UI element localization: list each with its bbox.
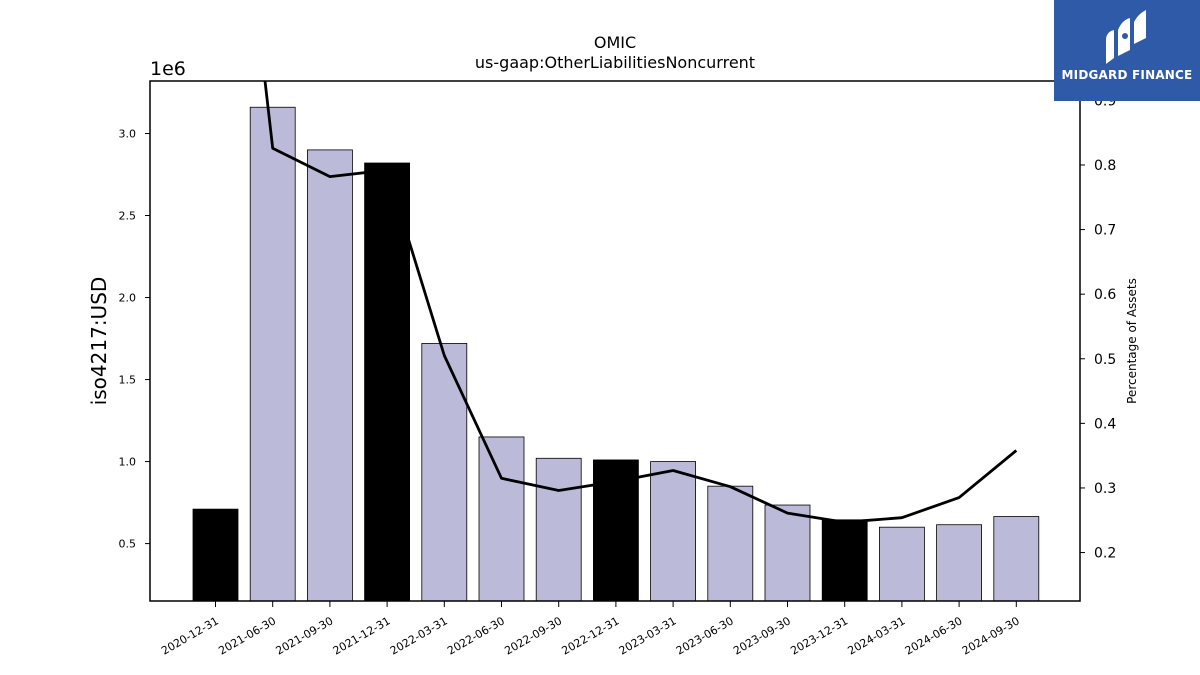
chart-title: OMIC: [594, 33, 636, 52]
chart-subtitle: us-gaap:OtherLiabilitiesNoncurrent: [475, 53, 755, 72]
y2-tick-label: 0.4: [1094, 416, 1116, 432]
bar-2022-09-30: [535, 457, 582, 602]
bar-2024-09-30: [993, 516, 1040, 602]
y-tick-label: 1.0: [119, 456, 137, 469]
bar-2023-12-31: [821, 519, 868, 602]
y2-tick-label: 0.5: [1094, 352, 1116, 368]
percentage-line: [263, 81, 1018, 524]
x-tick-label: 2022-06-30: [445, 614, 507, 657]
bar-series: [192, 106, 1040, 602]
bar-2022-06-30: [478, 436, 525, 602]
y2-tick-label: 0.6: [1094, 287, 1116, 303]
y-tick-label: 1.5: [119, 374, 137, 387]
y2-axis-label: Percentage of Assets: [1125, 278, 1139, 404]
y2-tick-label: 0.8: [1094, 158, 1116, 174]
x-tick-label: 2021-12-31: [331, 614, 393, 657]
bar-2021-06-30: [249, 106, 296, 602]
bar-2022-03-31: [421, 343, 468, 602]
x-axis-ticks: 2020-12-312021-06-302021-09-302021-12-31…: [159, 601, 1022, 658]
x-tick-label: 2023-12-31: [788, 614, 850, 657]
y-offset-label: 1e6: [150, 58, 186, 80]
bar-2021-12-31: [364, 162, 411, 602]
x-tick-label: 2023-03-31: [617, 614, 679, 657]
bar-2020-12-31: [192, 508, 239, 602]
x-tick-label: 2021-09-30: [274, 614, 336, 657]
bar-2024-06-30: [936, 524, 982, 602]
y2-tick-label: 0.2: [1094, 546, 1116, 562]
bar-2023-09-30: [764, 504, 811, 602]
brand-logo: MIDGARD FINANCE: [1054, 0, 1200, 101]
bar-2023-06-30: [707, 485, 754, 602]
x-tick-label: 2024-06-30: [903, 614, 965, 657]
x-tick-label: 2022-03-31: [388, 614, 450, 657]
x-tick-label: 2023-06-30: [674, 614, 736, 657]
y2-axis-ticks: 0.20.30.40.50.60.70.80.9: [1080, 93, 1116, 562]
bar-2023-03-31: [650, 461, 696, 602]
x-tick-label: 2022-09-30: [502, 614, 564, 657]
y-axis-ticks: 0.5 1.0 1.5 2.0 2.5 3.0: [119, 127, 150, 551]
x-tick-label: 2024-03-31: [846, 614, 908, 657]
percentage-line-series: [263, 81, 1018, 524]
y-tick-label: 2.0: [119, 292, 137, 305]
brand-logo-mark-icon: [1106, 10, 1146, 64]
y-tick-label: 3.0: [119, 127, 137, 140]
x-tick-label: 2022-12-31: [560, 614, 622, 657]
bar-2021-09-30: [306, 149, 353, 602]
x-tick-label: 2024-09-30: [960, 614, 1022, 657]
y-axis-label: iso4217:USD: [87, 277, 111, 406]
y2-tick-label: 0.7: [1094, 223, 1116, 239]
y-tick-label: 2.5: [119, 210, 137, 223]
x-tick-label: 2023-09-30: [731, 614, 793, 657]
x-tick-label: 2020-12-31: [159, 614, 221, 657]
x-tick-label: 2021-06-30: [216, 614, 278, 657]
brand-name: MIDGARD FINANCE: [1061, 68, 1193, 82]
plot-frame: [149, 80, 1081, 602]
y-tick-label: 0.5: [119, 538, 137, 551]
bar-2024-03-31: [879, 526, 925, 602]
y2-tick-label: 0.3: [1094, 481, 1116, 497]
